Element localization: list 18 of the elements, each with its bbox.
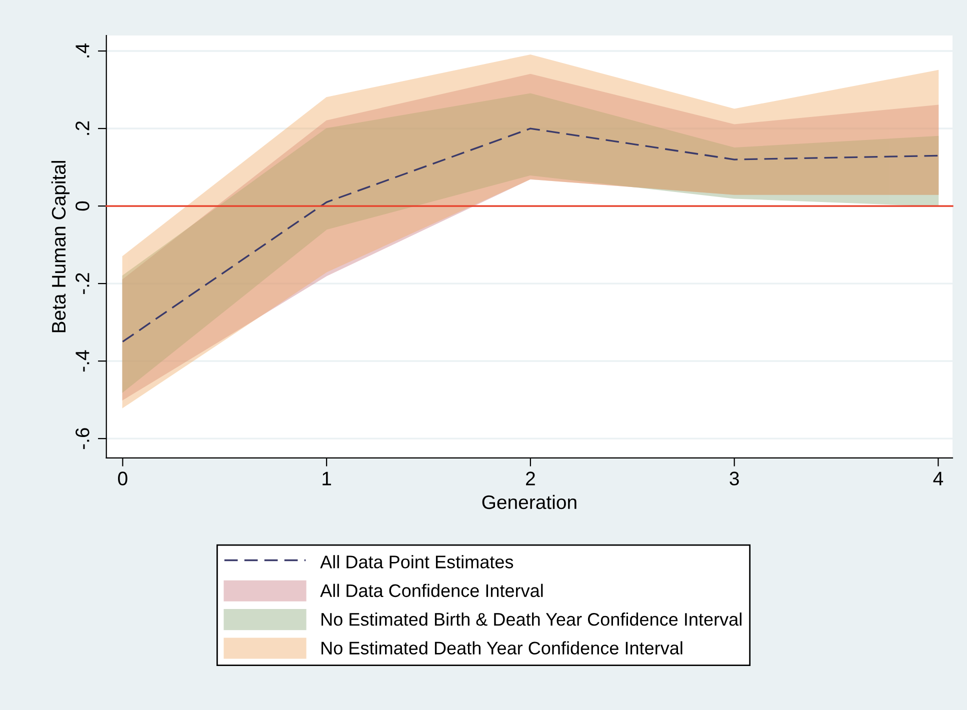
- line-series: [122, 128, 940, 343]
- y-tick-label: -.6: [76, 428, 90, 450]
- y-tick-label: .2: [76, 121, 90, 135]
- y-axis-title: Beta Human Capital: [51, 161, 70, 332]
- x-tick-label: 3: [730, 472, 739, 486]
- legend-label: No Estimated Birth & Death Year Confidence Interval: [322, 612, 742, 626]
- x-tick-label: 2: [526, 472, 535, 486]
- y-tick-label: -.2: [76, 273, 90, 294]
- legend-label: All Data Confidence Interval: [320, 584, 543, 598]
- legend-label: No Estimated Death Year Confidence Interval: [322, 641, 682, 654]
- x-tick-label: 4: [933, 472, 944, 486]
- x-axis-title: Generation: [482, 494, 576, 510]
- y-tick-label: .4: [76, 43, 90, 58]
- x-tick-label: 0: [118, 472, 128, 486]
- y-tick-label: -.4: [76, 350, 90, 372]
- x-tick-label: 1: [322, 472, 332, 486]
- legend-label: All Data Point Estimates: [320, 555, 514, 568]
- y-tick-label: 0: [76, 201, 90, 211]
